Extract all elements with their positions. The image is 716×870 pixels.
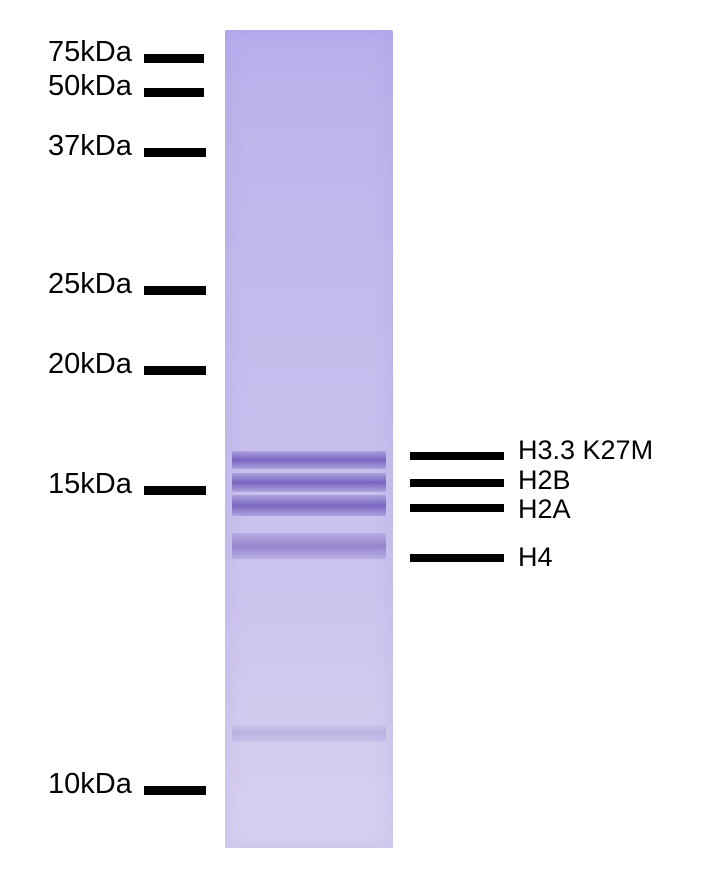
mw-marker-label: 20kDa (48, 348, 132, 381)
mw-marker-label: 50kDa (48, 70, 132, 103)
gel-band (232, 725, 387, 741)
mw-marker-label: 15kDa (48, 468, 132, 501)
gel-lane (225, 30, 393, 848)
band-label-h4: H4 (518, 542, 553, 573)
mw-marker-tick (144, 286, 206, 295)
mw-marker-label: 75kDa (48, 36, 132, 69)
mw-marker-tick (144, 786, 206, 795)
gel-band (232, 473, 387, 492)
mw-marker-tick (144, 148, 206, 157)
mw-marker-label: 10kDa (48, 768, 132, 801)
band-tick (410, 452, 504, 460)
mw-marker-label: 25kDa (48, 268, 132, 301)
band-label-h2b: H2B (518, 465, 571, 496)
band-tick (410, 479, 504, 487)
gel-figure: 75kDa 50kDa 37kDa 25kDa 20kDa 15kDa 10kD… (0, 0, 716, 870)
mw-marker-tick (144, 366, 206, 375)
mw-marker-label: 37kDa (48, 130, 132, 163)
mw-marker-tick (144, 54, 204, 63)
band-tick (410, 554, 504, 562)
gel-band (232, 495, 387, 516)
band-tick (410, 504, 504, 512)
mw-marker-tick (144, 88, 204, 97)
band-label-h2a: H2A (518, 494, 571, 525)
mw-marker-tick (144, 486, 206, 495)
band-label-h33: H3.3 K27M (518, 435, 653, 466)
gel-band (232, 533, 387, 559)
gel-band (232, 451, 387, 469)
